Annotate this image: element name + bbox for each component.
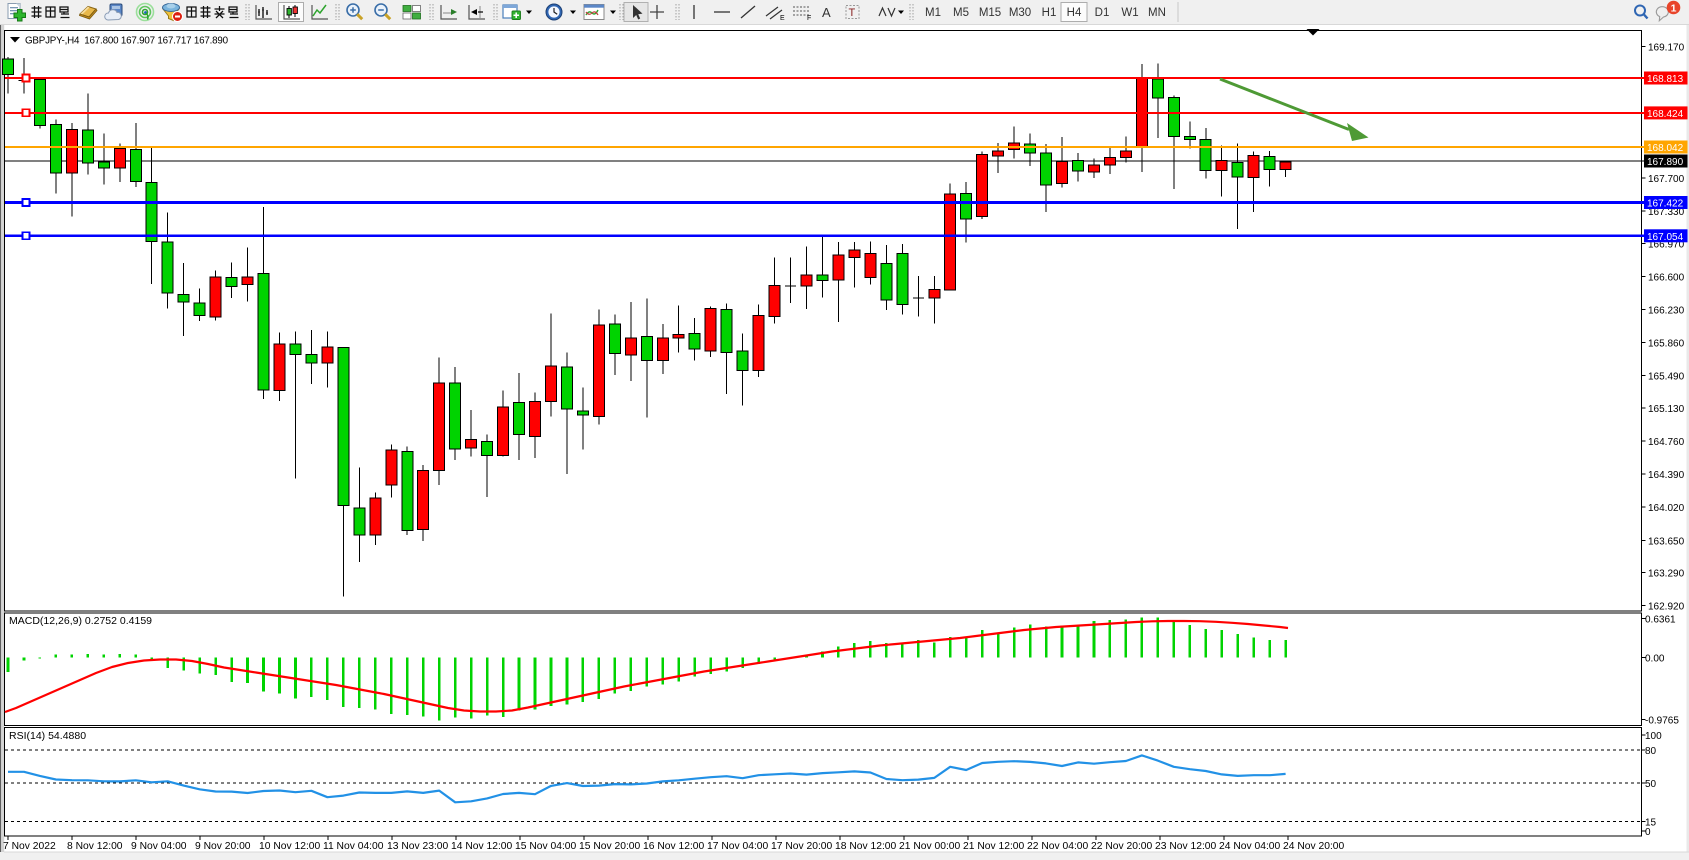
svg-text:17 Nov 04:00: 17 Nov 04:00	[707, 841, 769, 852]
svg-text:164.020: 164.020	[1648, 503, 1685, 514]
svg-text:50: 50	[1645, 779, 1657, 790]
svg-text:GBPJPY-,H4 167.800 167.907 16: GBPJPY-,H4 167.800 167.907 167.717 167.8…	[25, 36, 229, 47]
svg-text:H4: H4	[1067, 7, 1082, 19]
svg-text:167.054: 167.054	[1647, 232, 1684, 243]
svg-text:15 Nov 20:00: 15 Nov 20:00	[579, 841, 641, 852]
svg-text:MACD(12,26,9) 0.2752 0.4159: MACD(12,26,9) 0.2752 0.4159	[9, 615, 152, 627]
svg-text:80: 80	[1645, 746, 1657, 757]
svg-text:13 Nov 23:00: 13 Nov 23:00	[387, 841, 449, 852]
svg-text:165.130: 165.130	[1648, 404, 1685, 415]
svg-text:168.424: 168.424	[1647, 109, 1684, 120]
svg-text:166.600: 166.600	[1648, 272, 1685, 283]
svg-text:7 Nov 2022: 7 Nov 2022	[3, 841, 56, 852]
svg-text:T: T	[849, 7, 856, 19]
svg-text:100: 100	[1645, 731, 1662, 742]
svg-text:167.890: 167.890	[1647, 157, 1684, 168]
svg-text:D1: D1	[1095, 7, 1110, 19]
svg-text:18 Nov 12:00: 18 Nov 12:00	[835, 841, 897, 852]
svg-text:162.920: 162.920	[1648, 601, 1685, 612]
svg-text:167.700: 167.700	[1648, 174, 1685, 185]
svg-text:0.6361: 0.6361	[1645, 615, 1676, 626]
svg-text:0: 0	[1645, 827, 1651, 838]
svg-text:MN: MN	[1148, 7, 1166, 19]
svg-text:0.00: 0.00	[1645, 653, 1665, 664]
svg-text:165.860: 165.860	[1648, 339, 1685, 350]
svg-text:M15: M15	[979, 7, 1001, 19]
svg-text:166.230: 166.230	[1648, 306, 1685, 317]
svg-text:168.813: 168.813	[1647, 74, 1684, 85]
svg-text:23 Nov 12:00: 23 Nov 12:00	[1155, 841, 1217, 852]
svg-text:167.422: 167.422	[1647, 199, 1684, 210]
svg-text:M30: M30	[1009, 7, 1031, 19]
svg-text:22 Nov 04:00: 22 Nov 04:00	[1027, 841, 1089, 852]
svg-text:RSI(14) 54.4880: RSI(14) 54.4880	[9, 730, 86, 742]
svg-text:22 Nov 20:00: 22 Nov 20:00	[1091, 841, 1153, 852]
svg-text:167.330: 167.330	[1648, 207, 1685, 218]
svg-text:164.390: 164.390	[1648, 470, 1685, 481]
svg-text:163.290: 163.290	[1648, 569, 1685, 580]
svg-text:21 Nov 00:00: 21 Nov 00:00	[899, 841, 961, 852]
svg-text:24 Nov 20:00: 24 Nov 20:00	[1283, 841, 1345, 852]
svg-text:8 Nov 12:00: 8 Nov 12:00	[67, 841, 123, 852]
svg-text:163.650: 163.650	[1648, 536, 1685, 547]
svg-text:166.970: 166.970	[1648, 239, 1685, 250]
svg-text:H1: H1	[1042, 7, 1057, 19]
svg-text:16 Nov 12:00: 16 Nov 12:00	[643, 841, 705, 852]
svg-text:15 Nov 04:00: 15 Nov 04:00	[515, 841, 577, 852]
svg-text:169.170: 169.170	[1648, 43, 1685, 54]
svg-text:168.042: 168.042	[1647, 143, 1684, 154]
svg-text:-0.9765: -0.9765	[1645, 715, 1679, 726]
svg-text:165.490: 165.490	[1648, 372, 1685, 383]
svg-text:F: F	[807, 15, 811, 22]
svg-text:9 Nov 04:00: 9 Nov 04:00	[131, 841, 187, 852]
svg-text:M1: M1	[925, 7, 941, 19]
svg-text:11 Nov 04:00: 11 Nov 04:00	[323, 841, 384, 852]
svg-text:10 Nov 12:00: 10 Nov 12:00	[259, 841, 321, 852]
svg-text:1: 1	[1671, 3, 1677, 15]
svg-text:M5: M5	[953, 7, 969, 19]
svg-text:21 Nov 12:00: 21 Nov 12:00	[963, 841, 1025, 852]
svg-text:9 Nov 20:00: 9 Nov 20:00	[195, 841, 251, 852]
svg-text:A: A	[822, 5, 831, 20]
svg-text:15: 15	[1645, 817, 1657, 828]
svg-text:E: E	[780, 15, 785, 22]
svg-text:W1: W1	[1121, 7, 1138, 19]
svg-text:17 Nov 20:00: 17 Nov 20:00	[771, 841, 833, 852]
svg-text:14 Nov 12:00: 14 Nov 12:00	[451, 841, 513, 852]
svg-text:24 Nov 04:00: 24 Nov 04:00	[1219, 841, 1281, 852]
svg-text:164.760: 164.760	[1648, 437, 1685, 448]
